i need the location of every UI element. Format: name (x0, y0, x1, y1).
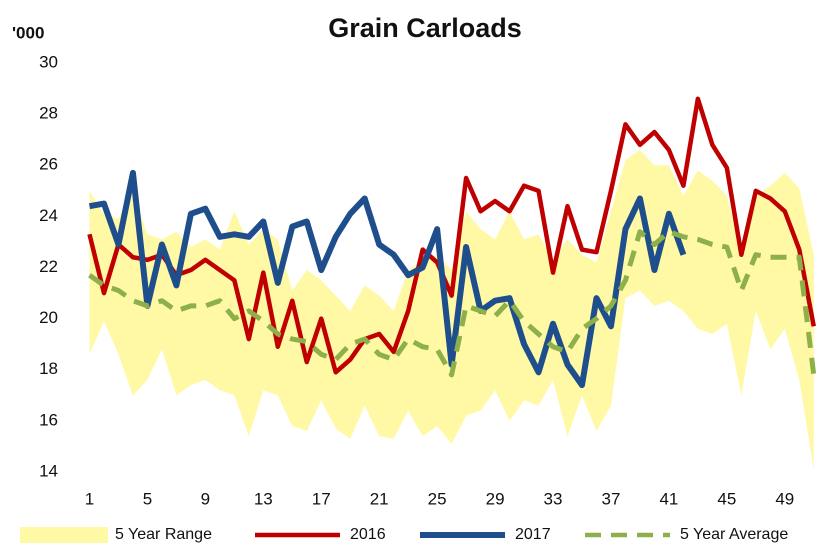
x-tick-label: 33 (544, 489, 563, 508)
y-tick-label: 30 (39, 52, 58, 71)
series-line (87, 96, 816, 375)
x-tick-label: 29 (486, 489, 505, 508)
plot-area (87, 96, 817, 470)
x-tick-label: 9 (201, 489, 210, 508)
legend-label: 5 Year Range (115, 526, 212, 543)
x-tick-label: 1 (85, 489, 94, 508)
series-line (88, 169, 687, 389)
y-tick-label: 28 (39, 104, 58, 123)
y-tick-label: 14 (39, 461, 58, 480)
x-tick-label: 41 (659, 489, 678, 508)
y-tick-label: 22 (39, 257, 58, 276)
y-tick-label: 26 (39, 155, 58, 174)
x-tick-label: 37 (602, 489, 621, 508)
average-line (88, 229, 817, 378)
y-tick-label: 16 (39, 410, 58, 429)
legend: 5 Year Range 2016 2017 5 Year Average (20, 526, 788, 543)
x-tick-label: 17 (312, 489, 331, 508)
legend-label: 2016 (350, 526, 386, 543)
chart-title: Grain Carloads (328, 13, 522, 43)
range-band (89, 149, 814, 470)
x-tick-label: 5 (143, 489, 152, 508)
x-tick-label: 25 (428, 489, 447, 508)
x-tick-label: 45 (717, 489, 736, 508)
legend-label: 5 Year Average (680, 526, 788, 543)
x-tick-label: 49 (775, 489, 794, 508)
y-axis-label: '000 (12, 23, 44, 42)
x-tick-label: 13 (254, 489, 273, 508)
legend-swatch (20, 527, 108, 543)
x-tick-label: 21 (370, 489, 389, 508)
legend-label: 2017 (515, 526, 551, 543)
y-tick-label: 18 (39, 359, 58, 378)
y-tick-label: 20 (39, 308, 58, 327)
y-tick-label: 24 (39, 206, 58, 225)
